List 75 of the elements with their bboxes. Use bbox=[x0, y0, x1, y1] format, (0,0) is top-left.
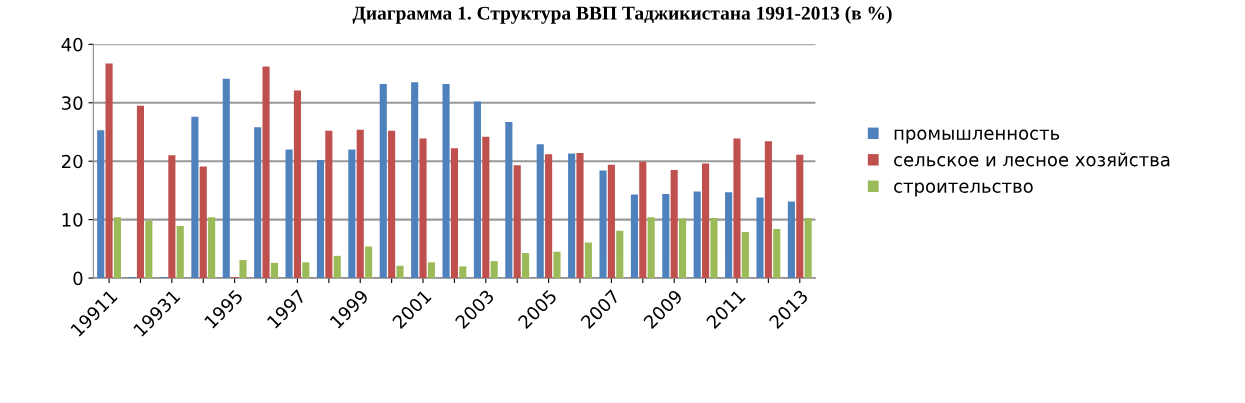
bar bbox=[616, 230, 624, 279]
bar bbox=[804, 217, 812, 279]
bar bbox=[741, 231, 749, 279]
bar bbox=[450, 148, 458, 279]
legend-label: строительство bbox=[894, 182, 1033, 197]
bar bbox=[482, 136, 490, 279]
bar bbox=[522, 252, 530, 279]
bar bbox=[505, 122, 513, 279]
bar bbox=[490, 261, 498, 279]
bar bbox=[316, 160, 325, 279]
bar bbox=[473, 101, 482, 279]
bar bbox=[639, 161, 647, 279]
bar bbox=[222, 78, 230, 279]
bar bbox=[442, 84, 450, 279]
bar bbox=[607, 164, 615, 279]
bar bbox=[459, 266, 467, 279]
bar bbox=[168, 155, 176, 279]
bar bbox=[97, 130, 105, 279]
bar bbox=[293, 90, 301, 279]
bar bbox=[576, 153, 584, 279]
y-tick-label: 10 bbox=[62, 213, 83, 227]
bar bbox=[254, 127, 262, 279]
bar bbox=[764, 141, 772, 279]
legend-label: сельское и лесное хозяйства bbox=[894, 152, 1170, 167]
bar bbox=[333, 255, 341, 279]
bar bbox=[553, 251, 561, 279]
y-tick-label: 20 bbox=[62, 154, 83, 169]
bar bbox=[773, 228, 781, 279]
bar bbox=[599, 170, 607, 279]
bar bbox=[662, 193, 670, 279]
bar bbox=[427, 262, 435, 279]
bar bbox=[725, 192, 733, 279]
bar bbox=[270, 262, 278, 279]
bar bbox=[513, 165, 521, 279]
bar bbox=[199, 166, 207, 279]
bar bbox=[262, 66, 270, 279]
bar bbox=[568, 153, 576, 279]
y-tick-label: 0 bbox=[73, 271, 83, 286]
bar bbox=[145, 220, 153, 279]
bar bbox=[679, 218, 687, 279]
bar bbox=[365, 246, 373, 279]
bar bbox=[419, 138, 427, 279]
bar bbox=[693, 191, 701, 279]
bar bbox=[796, 154, 804, 279]
bar bbox=[630, 194, 638, 279]
bar bbox=[176, 226, 184, 279]
chart-title: Диаграмма 1. Структура ВВП Таджикистана 1991-2013 (в %) bbox=[352, 6, 892, 24]
bar bbox=[239, 259, 247, 279]
bar bbox=[379, 84, 387, 279]
bar bbox=[208, 217, 216, 279]
bar bbox=[348, 149, 356, 279]
bar bbox=[710, 217, 718, 279]
bar bbox=[388, 130, 396, 279]
y-tick-label: 30 bbox=[62, 96, 83, 110]
bar bbox=[756, 197, 764, 279]
bar bbox=[545, 154, 553, 279]
bar bbox=[113, 217, 121, 279]
bar bbox=[536, 144, 544, 279]
bar bbox=[584, 242, 592, 279]
bar bbox=[787, 201, 795, 279]
legend-label: промышленность bbox=[894, 129, 1060, 144]
bar bbox=[325, 130, 333, 279]
bar bbox=[191, 116, 199, 279]
bar bbox=[396, 265, 404, 279]
bar bbox=[670, 169, 678, 279]
bar bbox=[285, 149, 293, 279]
bar bbox=[302, 262, 310, 279]
bar bbox=[356, 129, 364, 279]
bar bbox=[411, 82, 419, 279]
y-tick-label: 40 bbox=[61, 37, 83, 52]
bar bbox=[105, 63, 113, 279]
bar bbox=[702, 163, 710, 279]
bar bbox=[136, 105, 145, 279]
bar bbox=[647, 217, 655, 279]
bar bbox=[733, 138, 741, 279]
